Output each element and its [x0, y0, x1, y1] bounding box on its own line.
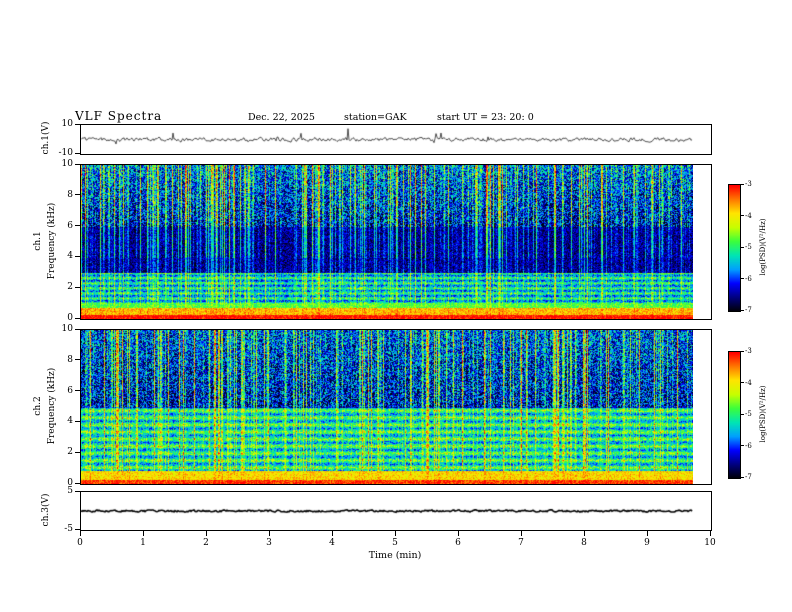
- colorbar-tick-label: -4: [745, 211, 752, 220]
- ch3-voltage-ylabel: ch.3(V): [41, 493, 51, 527]
- colorbar-tick-label: -6: [745, 274, 752, 283]
- y-tick-label: -5: [64, 524, 73, 534]
- colorbar-tick-mark: [741, 215, 744, 216]
- y-tick-label: 2: [67, 447, 73, 458]
- x-tick-mark: [584, 531, 585, 536]
- colorbar-tick-mark: [741, 382, 744, 383]
- y-tick-mark: [75, 528, 80, 530]
- ch2-colorbar: [728, 351, 741, 479]
- x-tick-label: 5: [392, 538, 398, 548]
- y-tick-label: 4: [67, 416, 73, 427]
- header-station: station=GAK: [344, 112, 407, 123]
- colorbar-tick-mark: [741, 476, 744, 478]
- y-tick-label: 10: [61, 159, 73, 169]
- x-tick-mark: [269, 531, 270, 536]
- ch1-colorbar: [728, 184, 741, 312]
- x-tick-mark: [521, 531, 522, 536]
- x-tick-mark: [143, 531, 144, 536]
- ch1-colorbar-canvas: [729, 185, 740, 311]
- y-tick-mark: [75, 286, 80, 288]
- ch1-spectrogram-panel: [80, 164, 712, 320]
- y-tick-mark: [75, 451, 80, 453]
- ch1-frequency-ylabel: Frequency (kHz): [47, 202, 57, 280]
- x-tick-label: 10: [704, 538, 716, 548]
- y-tick-label: 8: [67, 189, 73, 200]
- x-tick-label: 2: [203, 538, 209, 548]
- header-start-ut: start UT = 23: 20: 0: [437, 112, 534, 123]
- page-title: VLF Spectra: [75, 109, 163, 123]
- x-tick-mark: [332, 531, 333, 536]
- y-tick-label: 6: [67, 220, 73, 231]
- y-tick-mark: [75, 123, 80, 125]
- colorbar-tick-label: -6: [745, 441, 752, 450]
- x-tick-mark: [206, 531, 207, 536]
- ch2-colorbar-canvas: [729, 352, 740, 478]
- ch1-spectrogram-canvas: [81, 165, 693, 319]
- y-tick-mark: [75, 359, 80, 361]
- y-tick-mark: [75, 225, 80, 227]
- colorbar-tick-label: -5: [745, 243, 752, 251]
- colorbar-tick-label: -7: [745, 473, 752, 481]
- colorbar-tick-mark: [741, 413, 744, 415]
- x-tick-mark: [458, 531, 459, 536]
- y-tick-mark: [75, 420, 80, 422]
- y-tick-label: 8: [67, 354, 73, 365]
- ch2-channel-label: ch.2: [33, 396, 43, 416]
- y-tick-mark: [75, 328, 80, 330]
- y-tick-label: 2: [67, 282, 73, 293]
- colorbar-tick-label: -3: [745, 347, 752, 355]
- y-tick-label: 0: [67, 478, 73, 488]
- colorbar-tick-mark: [741, 445, 744, 446]
- x-tick-mark: [80, 531, 81, 536]
- ch2-spectrogram-canvas: [81, 330, 693, 484]
- colorbar-tick-mark: [741, 278, 744, 279]
- x-tick-label: 8: [581, 538, 587, 548]
- y-tick-mark: [75, 152, 80, 154]
- y-tick-label: 0: [67, 313, 73, 323]
- x-tick-label: 1: [140, 538, 146, 548]
- ch2-colorbar-label: log(PSD)(V²/Hz): [759, 385, 767, 443]
- colorbar-tick-label: -5: [745, 410, 752, 418]
- y-tick-label: 5: [67, 486, 73, 496]
- colorbar-tick-mark: [741, 309, 744, 311]
- header-date: Dec. 22, 2025: [248, 112, 315, 123]
- ch2-spectrogram-panel: [80, 329, 712, 485]
- x-tick-mark: [647, 531, 648, 536]
- x-tick-label: 9: [644, 538, 650, 548]
- y-tick-mark: [75, 255, 80, 257]
- colorbar-tick-label: -3: [745, 180, 752, 188]
- colorbar-tick-label: -7: [745, 306, 752, 314]
- x-tick-mark: [710, 531, 711, 536]
- y-tick-mark: [75, 490, 80, 492]
- y-tick-mark: [75, 390, 80, 392]
- time-axis-label: Time (min): [368, 550, 422, 561]
- y-tick-mark: [75, 194, 80, 196]
- colorbar-tick-label: -4: [745, 378, 752, 387]
- x-tick-label: 6: [455, 538, 461, 548]
- ch1-voltage-panel: [80, 124, 712, 155]
- ch1-channel-label: ch.1: [33, 231, 43, 251]
- x-tick-label: 3: [266, 538, 272, 548]
- y-tick-label: -10: [58, 148, 74, 158]
- ch3-voltage-panel: [80, 491, 712, 531]
- x-tick-label: 7: [518, 538, 524, 548]
- y-tick-label: 6: [67, 385, 73, 396]
- y-tick-label: 10: [61, 324, 73, 334]
- y-tick-mark: [75, 482, 80, 484]
- x-tick-label: 4: [329, 538, 335, 548]
- y-tick-label: 10: [61, 119, 73, 129]
- ch1-colorbar-label: log(PSD)(V²/Hz): [759, 218, 767, 276]
- y-tick-label: 4: [67, 251, 73, 262]
- y-tick-mark: [75, 317, 80, 319]
- colorbar-tick-mark: [741, 246, 744, 248]
- ch3-voltage-canvas: [81, 492, 693, 530]
- x-tick-mark: [395, 531, 396, 536]
- ch1-voltage-canvas: [81, 125, 693, 154]
- ch2-frequency-ylabel: Frequency (kHz): [47, 367, 57, 445]
- colorbar-tick-mark: [741, 183, 744, 185]
- y-tick-mark: [75, 163, 80, 165]
- x-tick-label: 0: [77, 538, 83, 548]
- colorbar-tick-mark: [741, 350, 744, 352]
